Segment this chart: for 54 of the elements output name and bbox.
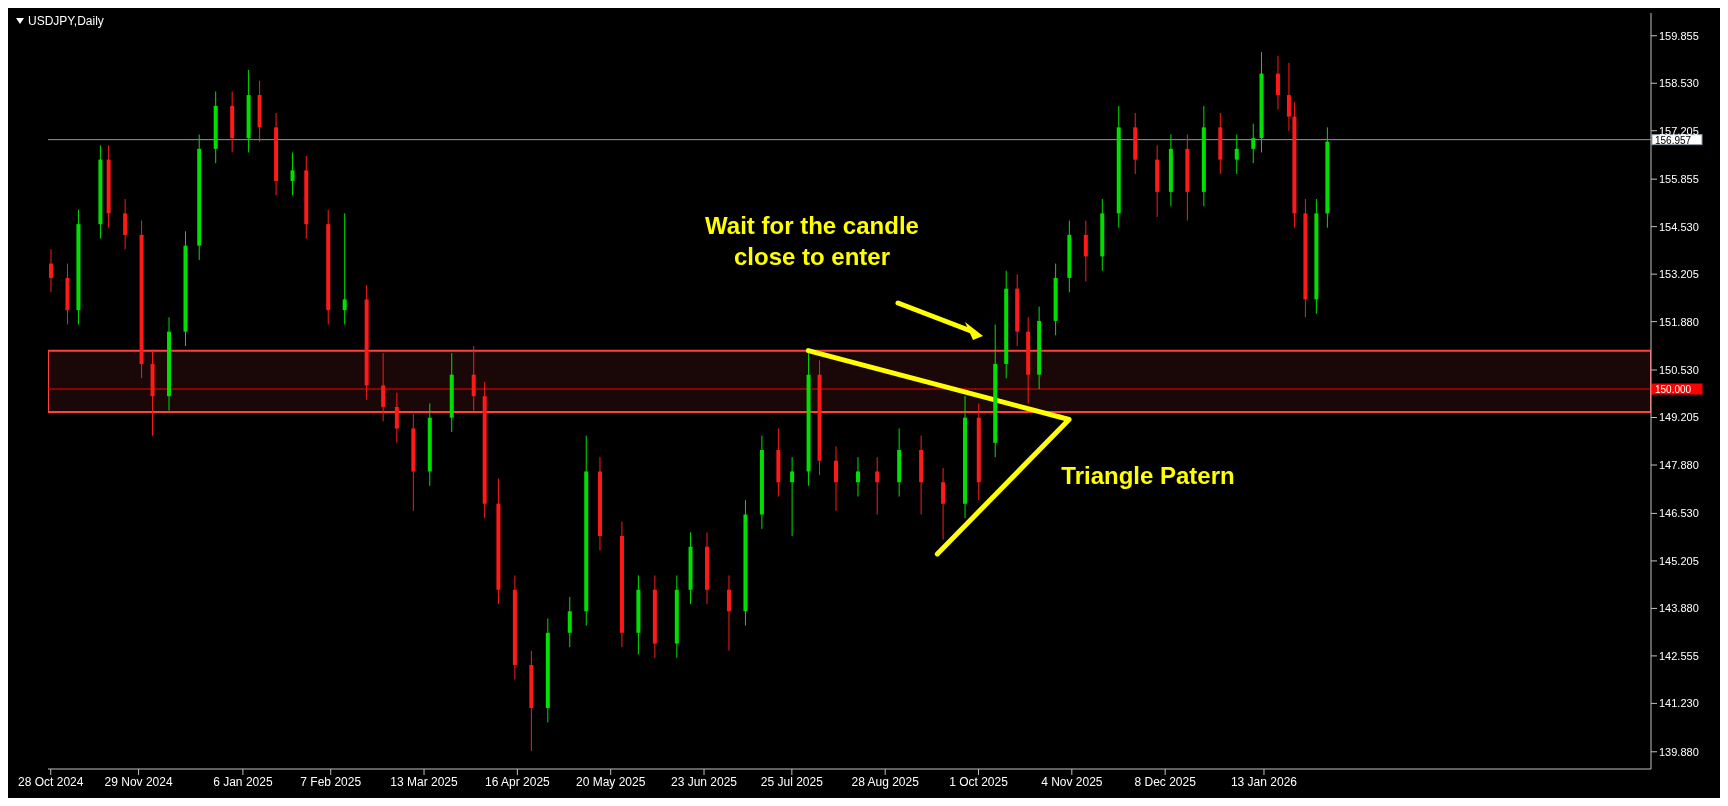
x-tick-label: 7 Feb 2025: [300, 774, 362, 789]
candlestick: [726, 574, 731, 652]
x-tick-label: 16 Apr 2025: [485, 774, 551, 789]
x-tick-label: 1 Oct 2025: [949, 774, 1009, 789]
candlestick: [1234, 134, 1239, 175]
candlestick: [342, 212, 347, 325]
y-tick-label: 149.205: [1659, 411, 1699, 424]
y-tick-label: 139.880: [1659, 745, 1699, 758]
y-tick-label: 159.855: [1659, 29, 1699, 42]
candlestick: [1083, 220, 1088, 282]
chart-title: USDJPY,Daily: [28, 14, 104, 28]
x-tick-label: 23 Jun 2025: [670, 774, 738, 789]
y-tick-label: 153.205: [1659, 268, 1699, 281]
y-tick-label: 142.555: [1659, 649, 1699, 662]
candlestick: [123, 198, 128, 250]
y-tick-label: 150.530: [1659, 363, 1699, 376]
y-tick-label: 154.530: [1659, 220, 1699, 233]
x-tick-label: 29 Nov 2024: [104, 774, 173, 789]
candlestick: [567, 596, 572, 648]
x-tick-label: 28 Oct 2024: [18, 774, 84, 789]
candlestick: [875, 456, 880, 515]
candlestick: [941, 467, 946, 541]
ref-line-label: 150.000: [1655, 384, 1692, 396]
annotation: Triangle Patern: [1061, 462, 1235, 489]
candlestick: [394, 392, 399, 444]
y-tick-label: 143.880: [1659, 602, 1699, 615]
x-tick-label: 13 Mar 2025: [390, 774, 459, 789]
y-tick-label: 151.880: [1659, 315, 1699, 328]
ref-line-label: 156.957: [1655, 134, 1692, 146]
x-tick-label: 25 Jul 2025: [760, 774, 824, 789]
candlestick: [290, 151, 295, 196]
candlestick: [1251, 123, 1256, 164]
y-tick-label: 145.205: [1659, 554, 1699, 567]
x-tick-label: 4 Nov 2025: [1041, 774, 1103, 789]
x-tick-label: 13 Jan 2026: [1230, 774, 1298, 789]
annotation: Wait for the candle close to enter: [705, 212, 919, 270]
candlestick: [1275, 55, 1280, 110]
y-tick-label: 147.880: [1659, 458, 1699, 471]
x-tick-label: 8 Dec 2025: [1134, 774, 1197, 789]
candlestick: [49, 248, 53, 293]
candlestick: [834, 445, 839, 512]
candlestick: [855, 456, 860, 498]
x-tick-label: 28 Aug 2025: [851, 774, 920, 789]
candlestick: [471, 345, 476, 412]
candlestick: [1286, 62, 1291, 132]
y-tick-label: 155.855: [1659, 173, 1699, 186]
y-tick-label: 157.205: [1659, 124, 1699, 137]
candlestick: [381, 352, 386, 422]
y-tick-label: 141.230: [1659, 697, 1699, 710]
x-tick-label: 20 May 2025: [576, 774, 646, 789]
x-tick-label: 6 Jan 2025: [213, 774, 273, 789]
y-tick-label: 158.530: [1659, 77, 1699, 90]
candlestick: [790, 456, 795, 537]
y-tick-label: 146.530: [1659, 507, 1699, 520]
